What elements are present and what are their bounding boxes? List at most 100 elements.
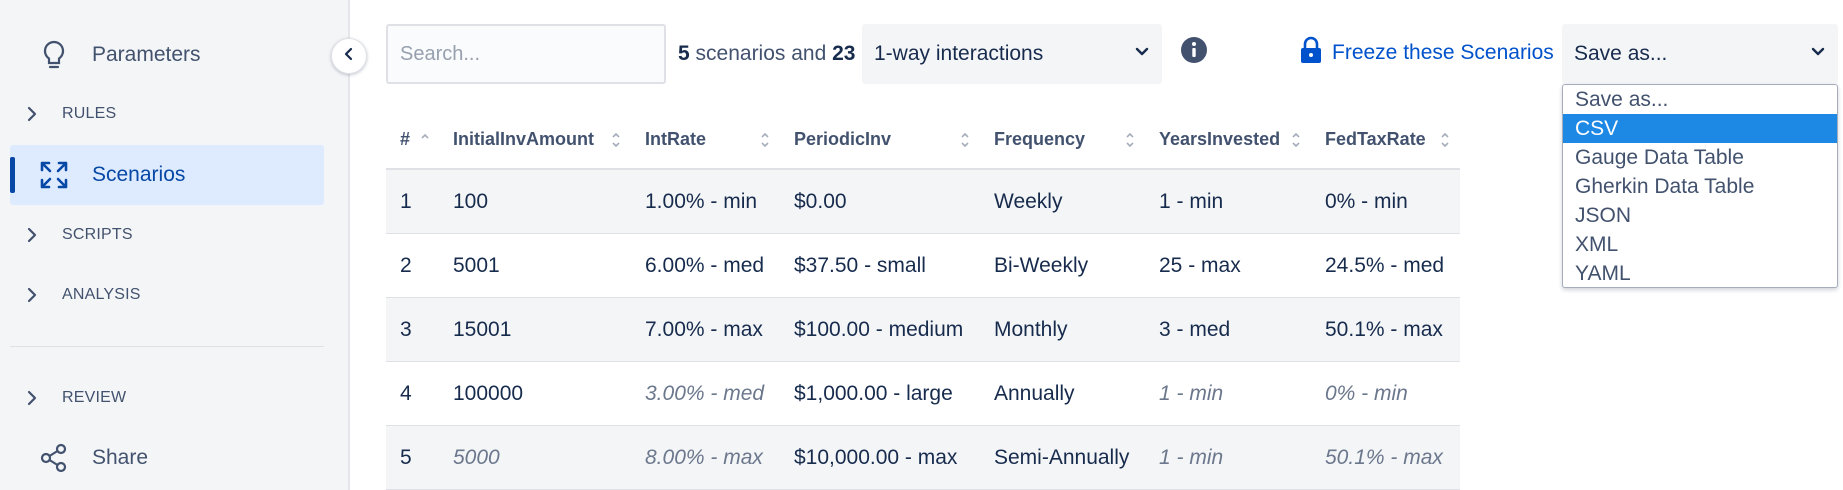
table-cell: 100 <box>453 189 489 213</box>
column-header-label: Frequency <box>994 128 1086 149</box>
table-cell: 0% - min <box>1325 381 1408 405</box>
save-as-select-value: Save as... <box>1574 42 1668 65</box>
sidebar-item-label: Parameters <box>92 43 201 66</box>
save-option-selected[interactable]: CSV <box>1563 114 1837 143</box>
sort-icon <box>961 132 969 148</box>
table-header: # InitialInvAmount IntRate PeriodicInv F… <box>386 110 1460 170</box>
table-cell: 8.00% - max <box>645 445 763 469</box>
table-cell: 3 <box>400 317 412 341</box>
table-cell: 5 <box>400 445 412 469</box>
sidebar-item-share[interactable]: Share <box>10 428 324 488</box>
freeze-scenarios-label: Freeze these Scenarios <box>1332 40 1554 64</box>
save-option[interactable]: Save as... <box>1575 88 1669 111</box>
table-cell: 6.00% - med <box>645 253 765 277</box>
table-row[interactable]: 3 15001 7.00% - max $100.00 - medium Mon… <box>386 298 1460 362</box>
table-cell: 1 - min <box>1159 381 1224 405</box>
table-row[interactable]: 1 100 1.00% - min $0.00 Weekly 1 - min 0… <box>386 170 1460 234</box>
table-row[interactable]: 5 5000 8.00% - max $10,000.00 - max Semi… <box>386 426 1460 490</box>
save-option[interactable]: YAML <box>1575 262 1631 285</box>
save-option[interactable]: Gherkin Data Table <box>1575 175 1755 198</box>
collapse-sidebar-button[interactable] <box>331 38 367 74</box>
scenario-count-text: 5 scenarios and 23 <box>678 42 855 66</box>
table-cell: 1 - min <box>1159 445 1224 469</box>
column-header-label: YearsInvested <box>1159 128 1281 149</box>
chevron-right-icon <box>22 389 42 407</box>
chevron-right-icon <box>22 286 42 304</box>
column-header-yearsinvested[interactable]: YearsInvested <box>1145 109 1311 169</box>
column-header-intrate[interactable]: IntRate <box>631 109 780 169</box>
sidebar-section-rules[interactable]: RULES <box>10 92 324 136</box>
table-cell: 24.5% - med <box>1325 253 1445 277</box>
save-as-dropdown-list: Save as... CSV Gauge Data Table Gherkin … <box>1562 84 1838 288</box>
table-cell: 2 <box>400 253 412 277</box>
chevron-down-icon <box>1134 45 1150 63</box>
table-cell: $100.00 - medium <box>794 317 964 341</box>
scenarios-table: # InitialInvAmount IntRate PeriodicInv F… <box>386 110 1460 490</box>
table-row[interactable]: 4 100000 3.00% - med $1,000.00 - large A… <box>386 362 1460 426</box>
column-header-label: PeriodicInv <box>794 128 892 149</box>
save-option[interactable]: JSON <box>1575 204 1632 227</box>
table-cell: 1.00% - min <box>645 189 758 213</box>
interaction-select[interactable]: 1-way interactions <box>862 24 1162 84</box>
table-cell: 7.00% - max <box>645 317 763 341</box>
table-cell: Bi-Weekly <box>994 253 1089 277</box>
column-header-fedtaxrate[interactable]: FedTaxRate <box>1311 109 1460 169</box>
sidebar-section-label: REVIEW <box>62 389 127 406</box>
table-cell: $0.00 <box>794 189 847 213</box>
sort-icon <box>612 132 620 148</box>
sidebar-section-label: SCRIPTS <box>62 226 133 243</box>
table-cell: 50.1% - max <box>1325 445 1443 469</box>
sidebar-section-label: RULES <box>62 105 117 122</box>
column-header-label: IntRate <box>645 128 707 149</box>
sidebar-section-analysis[interactable]: ANALYSIS <box>10 273 324 317</box>
info-icon[interactable] <box>1180 36 1208 64</box>
share-icon <box>38 442 70 474</box>
table-cell: 5000 <box>453 445 500 469</box>
interaction-count: 23 <box>832 42 856 65</box>
lightbulb-icon <box>38 39 70 71</box>
expand-arrows-icon <box>38 159 70 191</box>
chevron-left-icon <box>342 46 356 67</box>
lock-icon <box>1300 36 1322 69</box>
table-cell: 25 - max <box>1159 253 1241 277</box>
table-cell: Semi-Annually <box>994 445 1130 469</box>
column-header-initialinvamount[interactable]: InitialInvAmount <box>439 109 631 169</box>
chevron-right-icon <box>22 105 42 123</box>
sidebar-section-review[interactable]: REVIEW <box>10 376 324 420</box>
sort-icon <box>1441 132 1449 148</box>
search-input[interactable] <box>386 24 666 84</box>
table-cell: Annually <box>994 381 1075 405</box>
table-cell: Monthly <box>994 317 1068 341</box>
sidebar-item-parameters[interactable]: Parameters <box>10 25 324 85</box>
table-cell: 3.00% - med <box>645 381 765 405</box>
save-as-select[interactable]: Save as... <box>1562 24 1838 84</box>
table-cell: 15001 <box>453 317 512 341</box>
column-header-number[interactable]: # <box>386 109 439 169</box>
sidebar-item-label: Scenarios <box>92 163 186 186</box>
sort-icon <box>421 133 429 139</box>
column-header-periodicinv[interactable]: PeriodicInv <box>780 109 980 169</box>
sidebar-item-scenarios[interactable]: Scenarios <box>10 145 324 205</box>
table-cell: 0% - min <box>1325 189 1408 213</box>
table-cell: 1 - min <box>1159 189 1224 213</box>
column-header-frequency[interactable]: Frequency <box>980 109 1145 169</box>
scenarios-and-text: scenarios and <box>695 42 827 65</box>
table-cell: $37.50 - small <box>794 253 926 277</box>
freeze-scenarios-link[interactable]: Freeze these Scenarios <box>1300 36 1554 69</box>
interaction-select-value: 1-way interactions <box>874 42 1044 65</box>
save-option[interactable]: Gauge Data Table <box>1575 146 1744 169</box>
table-row[interactable]: 2 5001 6.00% - med $37.50 - small Bi-Wee… <box>386 234 1460 298</box>
table-cell: Weekly <box>994 189 1063 213</box>
column-header-label: InitialInvAmount <box>453 128 594 149</box>
table-cell: 50.1% - max <box>1325 317 1443 341</box>
table-cell: $10,000.00 - max <box>794 445 958 469</box>
table-cell: 1 <box>400 189 412 213</box>
scenario-count: 5 <box>678 42 690 65</box>
save-option[interactable]: XML <box>1575 233 1619 256</box>
table-cell: 3 - med <box>1159 317 1231 341</box>
table-cell: $1,000.00 - large <box>794 381 953 405</box>
sidebar-section-label: ANALYSIS <box>62 286 141 303</box>
sidebar-section-scripts[interactable]: SCRIPTS <box>10 213 324 257</box>
sort-icon <box>761 132 769 148</box>
table-cell: 100000 <box>453 381 524 405</box>
